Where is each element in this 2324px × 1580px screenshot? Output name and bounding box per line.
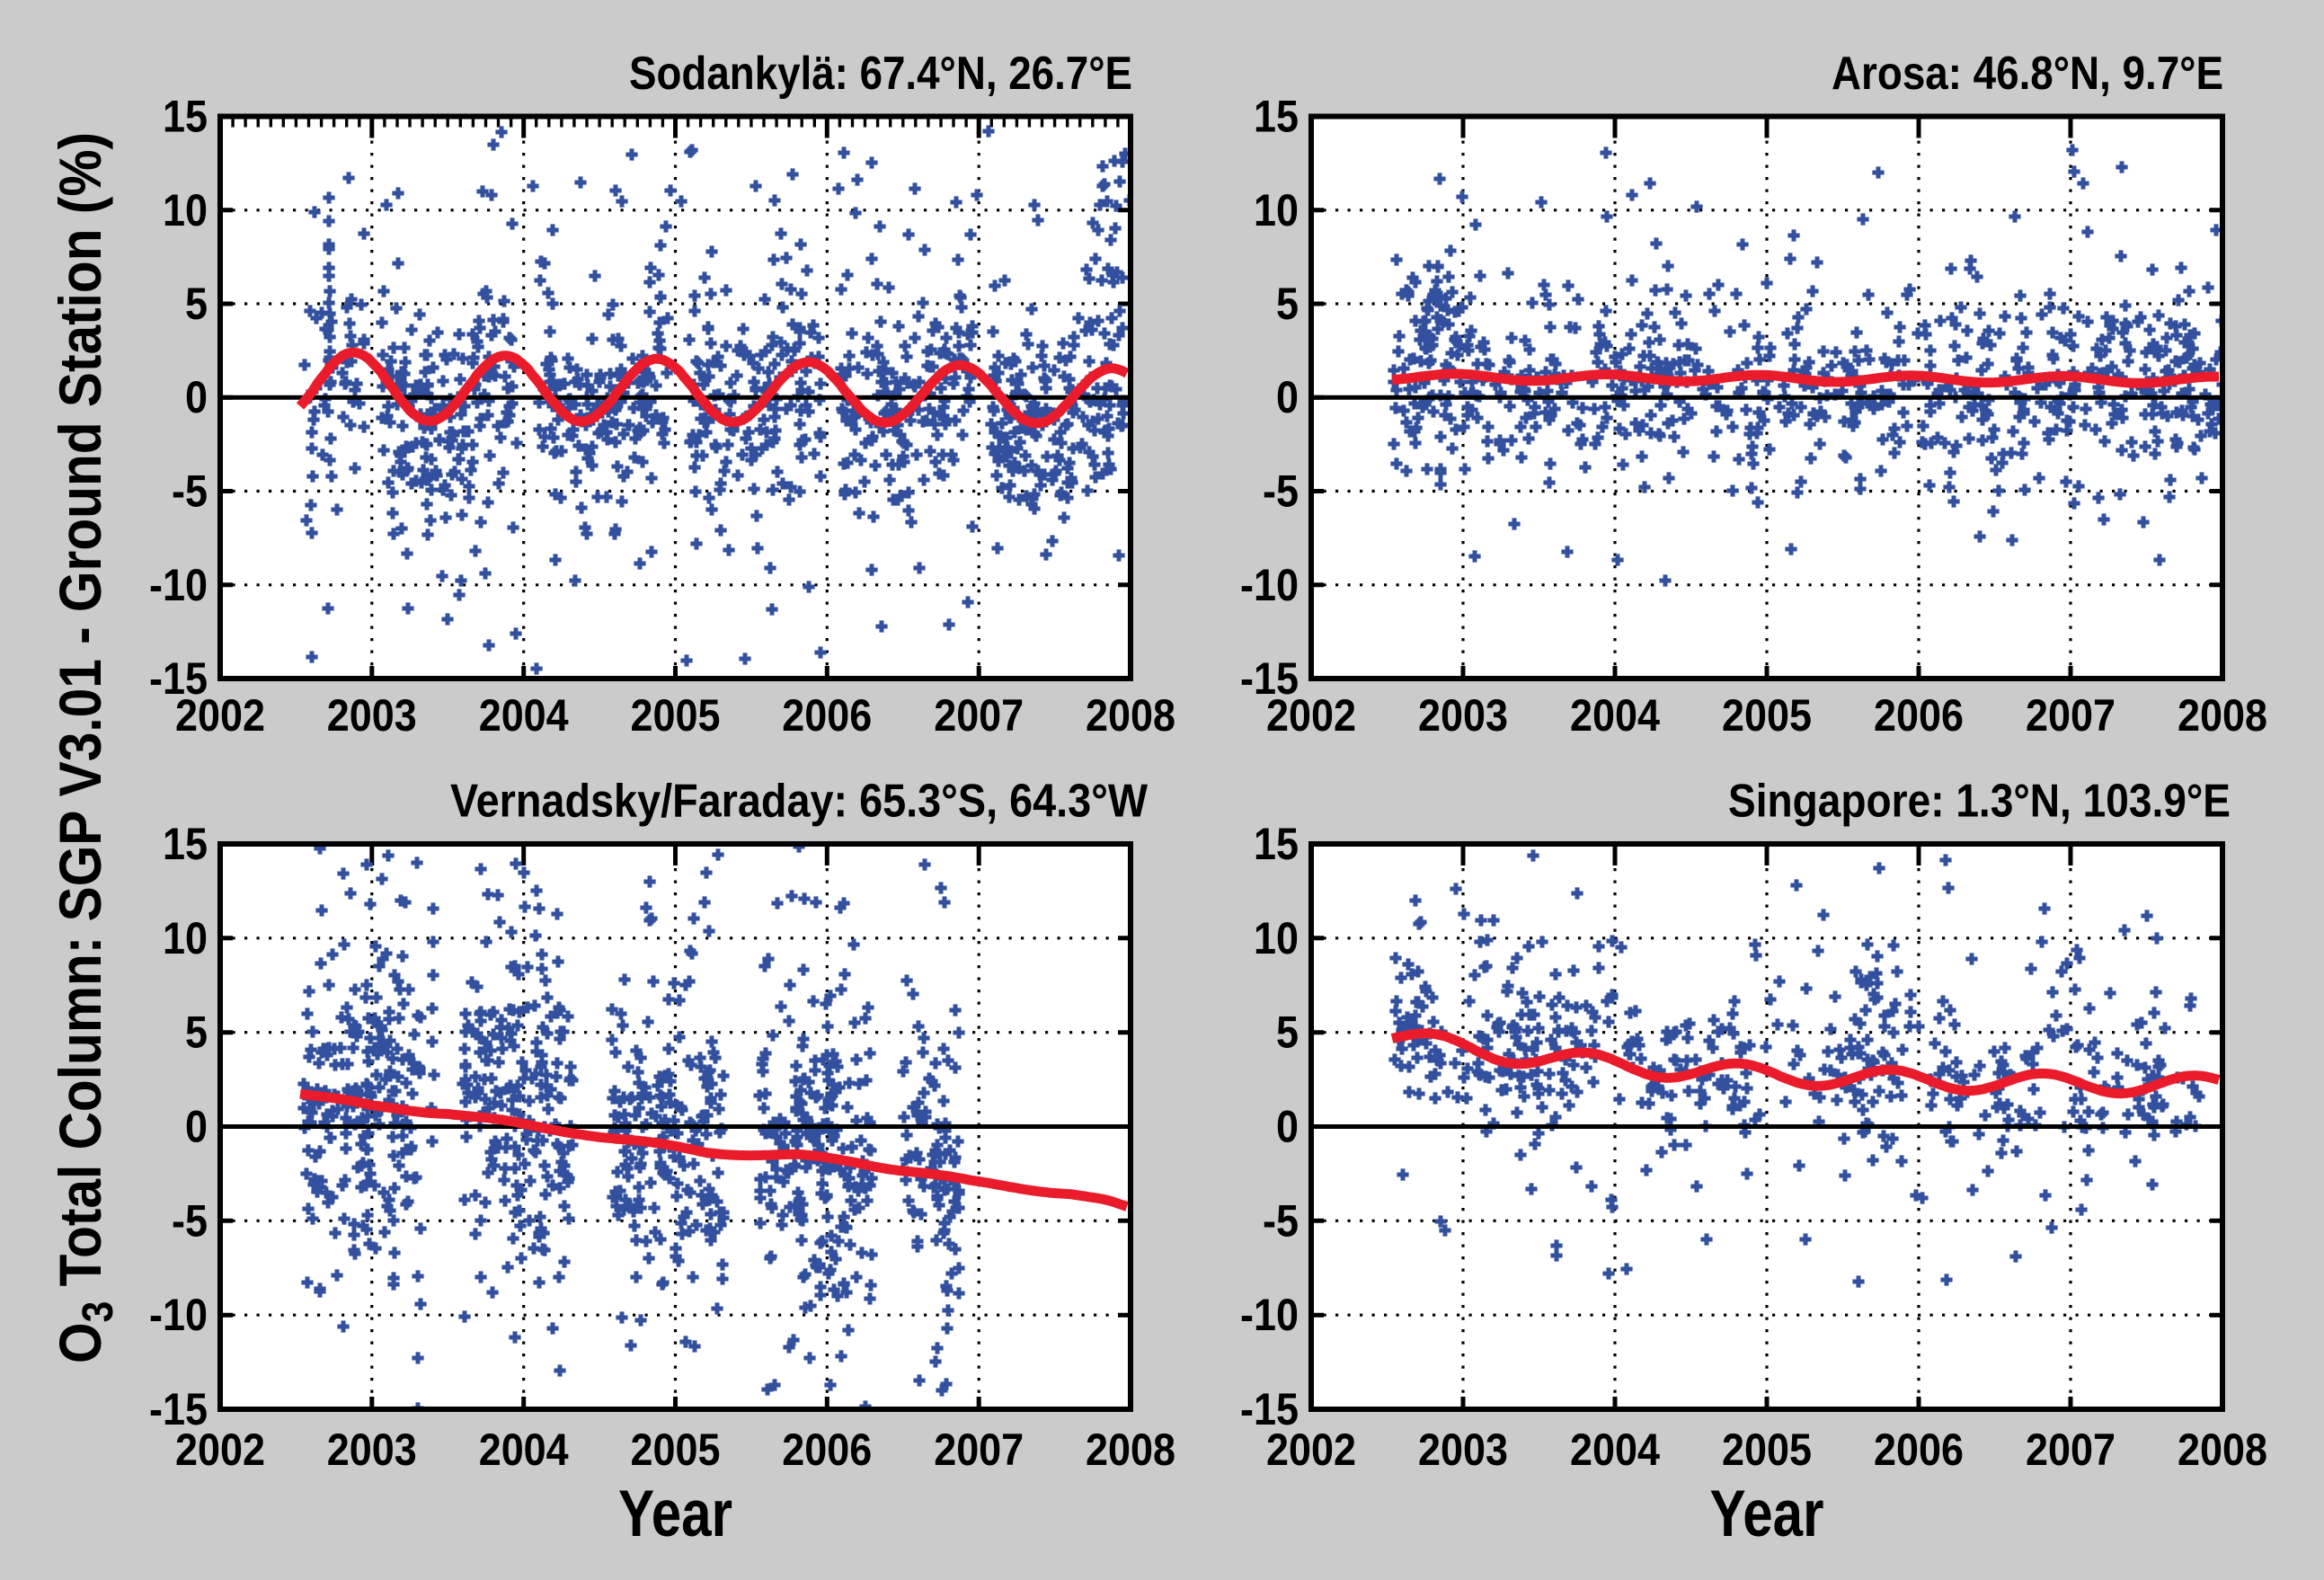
svg-text:2007: 2007 [934,1425,1024,1475]
svg-text:10: 10 [163,185,208,235]
svg-text:2002: 2002 [1266,690,1356,741]
svg-text:0: 0 [1276,1102,1299,1152]
svg-text:2008: 2008 [1086,1425,1175,1475]
svg-text:Singapore: 1.3°N, 103.9°E: Singapore: 1.3°N, 103.9°E [1728,776,2231,828]
svg-text:2006: 2006 [1874,1425,1964,1475]
svg-text:-5: -5 [172,466,208,517]
svg-text:10: 10 [1254,913,1299,963]
svg-text:5: 5 [185,279,208,329]
svg-text:2007: 2007 [2026,690,2116,741]
svg-text:0: 0 [1276,372,1299,422]
svg-text:Vernadsky/Faraday: 65.3°S, 64.: Vernadsky/Faraday: 65.3°S, 64.3°W [450,776,1149,828]
svg-text:2007: 2007 [934,690,1024,741]
svg-text:15: 15 [1254,819,1299,869]
svg-text:5: 5 [1276,1007,1299,1058]
svg-text:Year: Year [1710,1478,1824,1550]
svg-text:-5: -5 [1263,466,1299,517]
svg-text:5: 5 [185,1007,208,1058]
svg-text:2004: 2004 [1570,690,1660,741]
svg-text:-10: -10 [149,560,208,610]
svg-text:-5: -5 [172,1195,208,1246]
svg-text:2006: 2006 [1874,690,1964,741]
svg-text:2002: 2002 [175,690,265,741]
svg-text:2008: 2008 [2178,690,2267,741]
svg-text:-10: -10 [1240,1290,1299,1340]
svg-text:0: 0 [185,372,208,422]
svg-text:-5: -5 [1263,1195,1299,1246]
svg-text:2005: 2005 [631,690,721,741]
svg-text:2003: 2003 [1418,690,1508,741]
svg-text:-10: -10 [149,1290,208,1340]
svg-text:5: 5 [1276,279,1299,329]
svg-text:2003: 2003 [327,690,417,741]
svg-text:2008: 2008 [2178,1425,2267,1475]
svg-text:2005: 2005 [631,1425,721,1475]
svg-text:-15: -15 [1240,653,1299,704]
svg-text:2004: 2004 [479,1425,569,1475]
svg-text:Sodankylä: 67.4°N, 26.7°E: Sodankylä: 67.4°N, 26.7°E [629,48,1132,100]
svg-text:2005: 2005 [1722,1425,1812,1475]
svg-text:2003: 2003 [1418,1425,1508,1475]
svg-text:2007: 2007 [2026,1425,2116,1475]
svg-text:2006: 2006 [782,1425,872,1475]
svg-text:2002: 2002 [1266,1425,1356,1475]
svg-text:2006: 2006 [782,690,872,741]
svg-text:10: 10 [1254,185,1299,235]
svg-text:15: 15 [163,819,208,869]
svg-text:Arosa: 46.8°N, 9.7°E: Arosa: 46.8°N, 9.7°E [1832,48,2223,100]
svg-text:2004: 2004 [479,690,569,741]
svg-text:2004: 2004 [1570,1425,1660,1475]
svg-text:10: 10 [163,913,208,963]
svg-text:-15: -15 [1240,1384,1299,1434]
svg-text:-15: -15 [149,653,208,704]
svg-text:2003: 2003 [327,1425,417,1475]
svg-text:15: 15 [1254,92,1299,142]
svg-text:0: 0 [185,1102,208,1152]
svg-text:2005: 2005 [1722,690,1812,741]
svg-text:O3 Total Column: SGP V3.01 - G: O3 Total Column: SGP V3.01 - Ground Stat… [47,132,122,1363]
svg-text:-10: -10 [1240,560,1299,610]
svg-text:Year: Year [618,1478,732,1550]
svg-text:-15: -15 [149,1384,208,1434]
svg-text:15: 15 [163,92,208,142]
svg-text:2008: 2008 [1086,690,1175,741]
svg-text:2002: 2002 [175,1425,265,1475]
